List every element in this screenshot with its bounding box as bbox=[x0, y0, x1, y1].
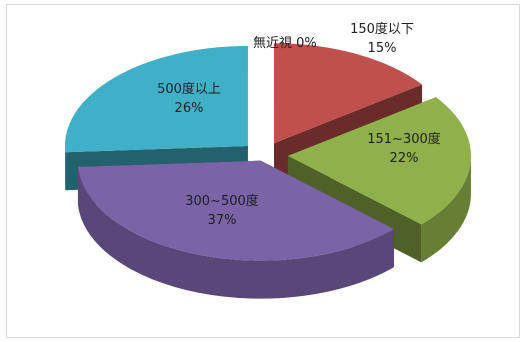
data-label-category-1: 150度以下 bbox=[350, 21, 414, 37]
data-label-category-3: 300~500度 bbox=[185, 193, 259, 209]
data-label-category-4: 500度以上 bbox=[157, 81, 221, 97]
pie-slice-2 bbox=[287, 97, 471, 225]
chart-frame: 無近視 0% 150度以下 15% 151~300度 22% 300~500度 37% 500… bbox=[6, 4, 520, 338]
data-label-percent-2: 22% bbox=[390, 151, 419, 166]
pie-slice-1 bbox=[273, 43, 423, 144]
data-label-0-combined: 無近視 0% bbox=[253, 36, 317, 51]
pie-chart: 無近視 0% 150度以下 15% 151~300度 22% 300~500度 37% 500… bbox=[64, 21, 471, 299]
pie-slice-3 bbox=[77, 160, 395, 261]
data-label-percent-4: 26% bbox=[175, 101, 204, 116]
data-label-percent-3: 37% bbox=[208, 213, 237, 228]
data-label-percent-1: 15% bbox=[368, 41, 397, 56]
pie-slice-4 bbox=[64, 45, 248, 153]
data-label-category-2: 151~300度 bbox=[367, 131, 441, 147]
pie-side-2-0 bbox=[421, 155, 471, 263]
pie-side-3-0 bbox=[77, 166, 395, 299]
